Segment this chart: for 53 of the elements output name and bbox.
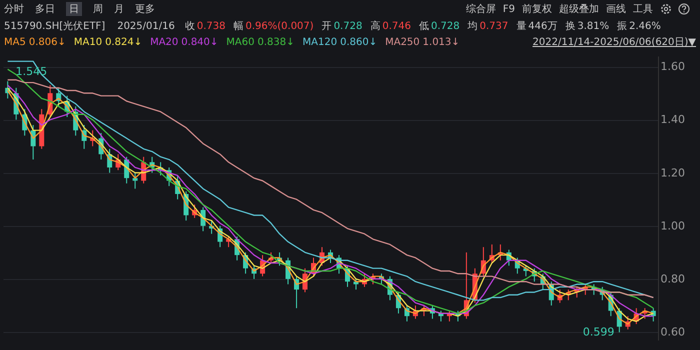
text: 0.96%(0.007) — [245, 20, 314, 32]
text: 1.013↓ — [422, 36, 460, 48]
text: 幅 — [233, 20, 244, 33]
text: 换 — [565, 20, 576, 33]
text: 量 — [516, 20, 526, 33]
text: 446万 — [528, 20, 558, 33]
text: 综合屏 — [466, 2, 496, 16]
y-tick-label: 1.20 — [660, 166, 685, 180]
text: 收 — [184, 20, 195, 33]
text: 更多 — [135, 3, 155, 16]
text: 开 — [322, 20, 332, 33]
text: 0.860↓ — [340, 36, 378, 48]
text: 前复权 — [522, 2, 552, 16]
candlestick — [353, 278, 358, 290]
text: MA20 — [150, 36, 178, 48]
y-tick-label: 0.60 — [660, 326, 685, 339]
y-tick-label: 1.60 — [660, 60, 685, 74]
text: 0.728 — [334, 20, 362, 32]
text: 0.738 — [196, 20, 226, 32]
annotation: 0.599 — [582, 325, 614, 338]
text: MA10 — [74, 36, 102, 48]
text: MA5 — [4, 36, 26, 48]
text: 月 — [114, 3, 124, 16]
text: F9 — [502, 4, 515, 14]
text: 2025/01/16 — [117, 20, 175, 32]
text: 工具 — [633, 3, 653, 16]
text: 2.46% — [629, 20, 661, 32]
y-tick-label: 1.00 — [660, 219, 685, 232]
text: 均 — [468, 20, 478, 33]
text: MA250 — [385, 36, 420, 48]
text: 画线 — [606, 2, 626, 16]
text: 2022/11/14-2025/06/06(620日)▼ — [532, 36, 696, 49]
text: 0.728 — [430, 20, 460, 32]
y-tick-label: 0.80 — [660, 272, 685, 286]
text: 0.737 — [480, 20, 508, 32]
text: 0.838↓ — [258, 36, 295, 48]
text: 0.806↓ — [28, 36, 66, 48]
text: 振 — [617, 20, 628, 33]
text: 分时 — [4, 2, 24, 16]
text: 3.81% — [577, 20, 610, 32]
text: 超级叠加 — [559, 2, 599, 16]
text: 低 — [418, 20, 429, 33]
text: 高 — [370, 20, 380, 33]
text: MA120 — [302, 36, 338, 48]
text: 0.824↓ — [105, 36, 142, 48]
chart-title: 515790.SH[光伏ETF] — [4, 20, 106, 33]
text: 日 — [66, 2, 82, 16]
text: MA60 — [226, 36, 254, 48]
text: 0.840↓ — [181, 36, 218, 48]
y-tick-label: 1.40 — [660, 113, 685, 126]
text: 0.746 — [382, 20, 411, 32]
text: 多日 — [35, 3, 55, 16]
text: 周 — [93, 3, 103, 16]
